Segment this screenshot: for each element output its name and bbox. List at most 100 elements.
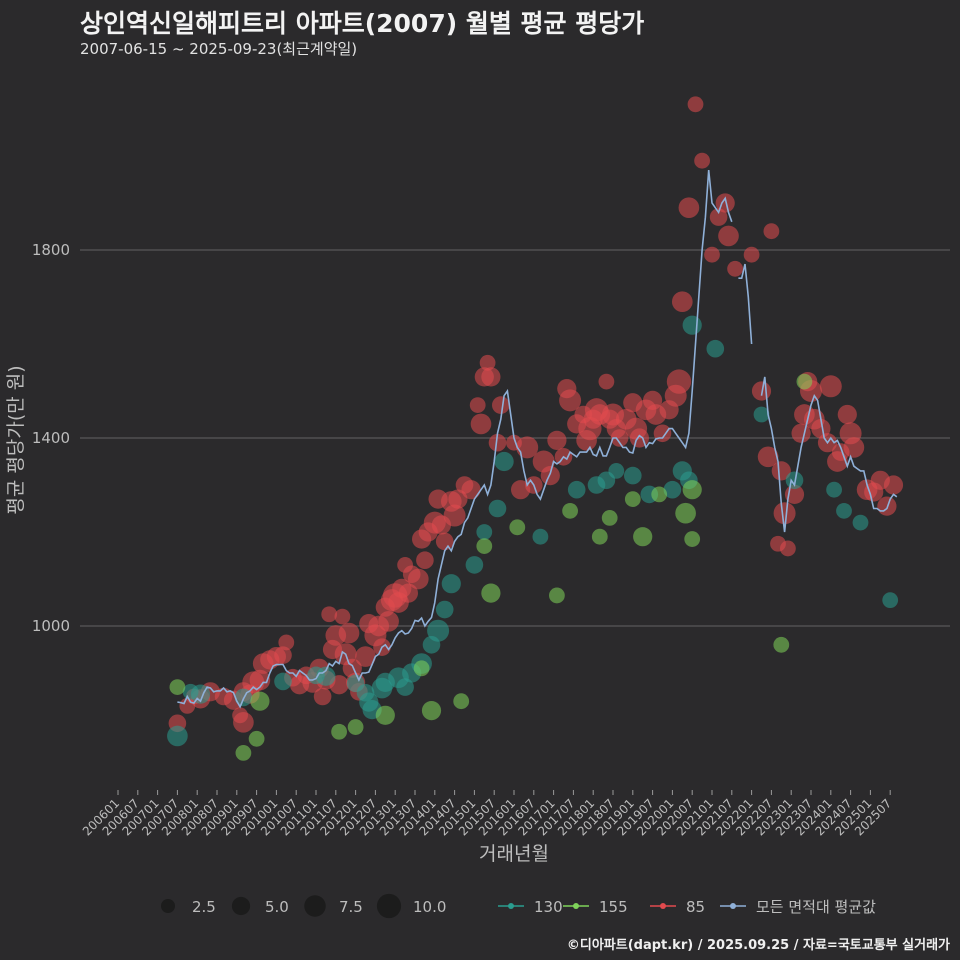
data-point-130 xyxy=(624,466,642,485)
legend-size-label: 7.5 xyxy=(339,898,363,916)
data-point-85 xyxy=(398,583,419,603)
data-point-155 xyxy=(481,583,501,603)
data-point-85 xyxy=(883,475,904,495)
data-point-155 xyxy=(601,510,618,526)
data-point-130 xyxy=(441,574,461,594)
y-tick-label: 1800 xyxy=(32,241,70,259)
data-point-130 xyxy=(435,600,454,619)
data-point-130 xyxy=(567,480,586,499)
data-point-130 xyxy=(852,514,869,531)
legend-size-label: 2.5 xyxy=(192,898,216,916)
data-point-155 xyxy=(633,527,653,547)
data-point-130 xyxy=(532,528,549,545)
data-point-85 xyxy=(416,551,434,569)
data-point-85 xyxy=(751,381,772,401)
x-axis-label: 거래년월 xyxy=(479,843,549,865)
data-point-155 xyxy=(549,587,565,604)
data-point-130 xyxy=(663,480,682,499)
legend: 2.5 5.0 7.5 10.0 130 155 85 모든 면적대 평균값 xyxy=(160,893,876,919)
data-point-85 xyxy=(547,430,567,450)
data-point-155 xyxy=(347,719,364,735)
y-tick-label: 1000 xyxy=(32,617,70,635)
series-130 xyxy=(167,315,899,747)
data-point-130 xyxy=(882,592,899,609)
data-point-130 xyxy=(753,406,770,423)
data-point-85 xyxy=(666,369,692,394)
data-point-130 xyxy=(785,471,804,490)
legend-size-label: 5.0 xyxy=(265,898,289,916)
legend-size-marker xyxy=(304,895,326,917)
x-axis-ticks: 2006012006072007012007072008012008072009… xyxy=(80,790,894,839)
data-point-85 xyxy=(819,375,842,398)
data-point-85 xyxy=(598,373,615,390)
data-point-155 xyxy=(562,502,578,519)
data-point-85 xyxy=(355,646,376,667)
data-point-85 xyxy=(715,193,735,213)
data-point-155 xyxy=(421,700,442,721)
data-point-85 xyxy=(718,225,739,247)
data-point-130 xyxy=(682,315,702,335)
data-point-130 xyxy=(274,672,292,691)
data-point-85 xyxy=(334,608,351,625)
data-point-155 xyxy=(235,745,252,761)
data-point-130 xyxy=(465,556,484,574)
data-point-155 xyxy=(675,502,696,524)
data-point-85 xyxy=(461,480,481,500)
series-155 xyxy=(169,373,813,761)
data-point-155 xyxy=(250,691,270,711)
data-point-155 xyxy=(684,531,701,547)
data-point-85 xyxy=(757,446,779,468)
source-footer: ©디아파트(dapt.kr) / 2025.09.25 / 자료=국토교통부 실… xyxy=(566,938,950,953)
data-point-85 xyxy=(743,246,760,263)
data-point-155 xyxy=(453,693,470,710)
data-point-155 xyxy=(796,373,813,390)
data-point-130 xyxy=(167,725,188,747)
data-point-155 xyxy=(413,660,430,677)
data-point-155 xyxy=(248,730,265,747)
data-point-85 xyxy=(274,646,292,664)
data-point-85 xyxy=(378,610,399,632)
data-point-85 xyxy=(321,606,338,623)
data-point-130 xyxy=(494,451,514,472)
data-point-85 xyxy=(492,396,510,414)
data-point-85 xyxy=(479,354,496,371)
data-point-85 xyxy=(481,367,501,387)
legend-size-label: 10.0 xyxy=(413,898,446,916)
legend-size-marker xyxy=(376,893,402,919)
data-point-85 xyxy=(629,428,650,448)
data-point-130 xyxy=(396,678,414,696)
data-point-85 xyxy=(249,669,271,691)
data-point-130 xyxy=(316,666,336,686)
legend-color-dot xyxy=(730,903,736,909)
data-point-85 xyxy=(727,260,743,277)
data-point-85 xyxy=(278,634,295,651)
data-point-85 xyxy=(773,502,796,525)
data-point-85 xyxy=(470,413,492,435)
data-point-130 xyxy=(826,481,842,498)
data-point-85 xyxy=(559,389,582,412)
data-point-155 xyxy=(509,519,526,536)
data-point-130 xyxy=(706,339,725,358)
y-axis-ticks: 1000 1400 1800 xyxy=(32,241,70,635)
data-point-85 xyxy=(837,404,857,425)
data-point-85 xyxy=(540,465,560,486)
chart-subtitle: 2007-06-15 ~ 2025-09-23(최근계약일) xyxy=(80,40,358,58)
chart-title: 상인역신일해피트리 아파트(2007) 월별 평균 평당가 xyxy=(80,9,645,38)
data-point-85 xyxy=(671,291,693,313)
data-point-85 xyxy=(407,568,429,590)
y-axis-label: 평균 평당가(만 원) xyxy=(5,365,27,514)
data-point-85 xyxy=(443,504,466,527)
data-point-155 xyxy=(682,480,702,500)
data-point-130 xyxy=(836,502,852,519)
data-point-155 xyxy=(375,705,395,725)
data-point-85 xyxy=(780,540,796,557)
data-point-85 xyxy=(763,223,780,240)
data-point-155 xyxy=(169,679,186,695)
data-point-155 xyxy=(624,491,641,507)
data-point-155 xyxy=(591,528,608,545)
data-point-85 xyxy=(313,687,332,706)
average-line xyxy=(177,170,733,709)
data-point-155 xyxy=(331,723,347,740)
average-line xyxy=(738,263,753,345)
